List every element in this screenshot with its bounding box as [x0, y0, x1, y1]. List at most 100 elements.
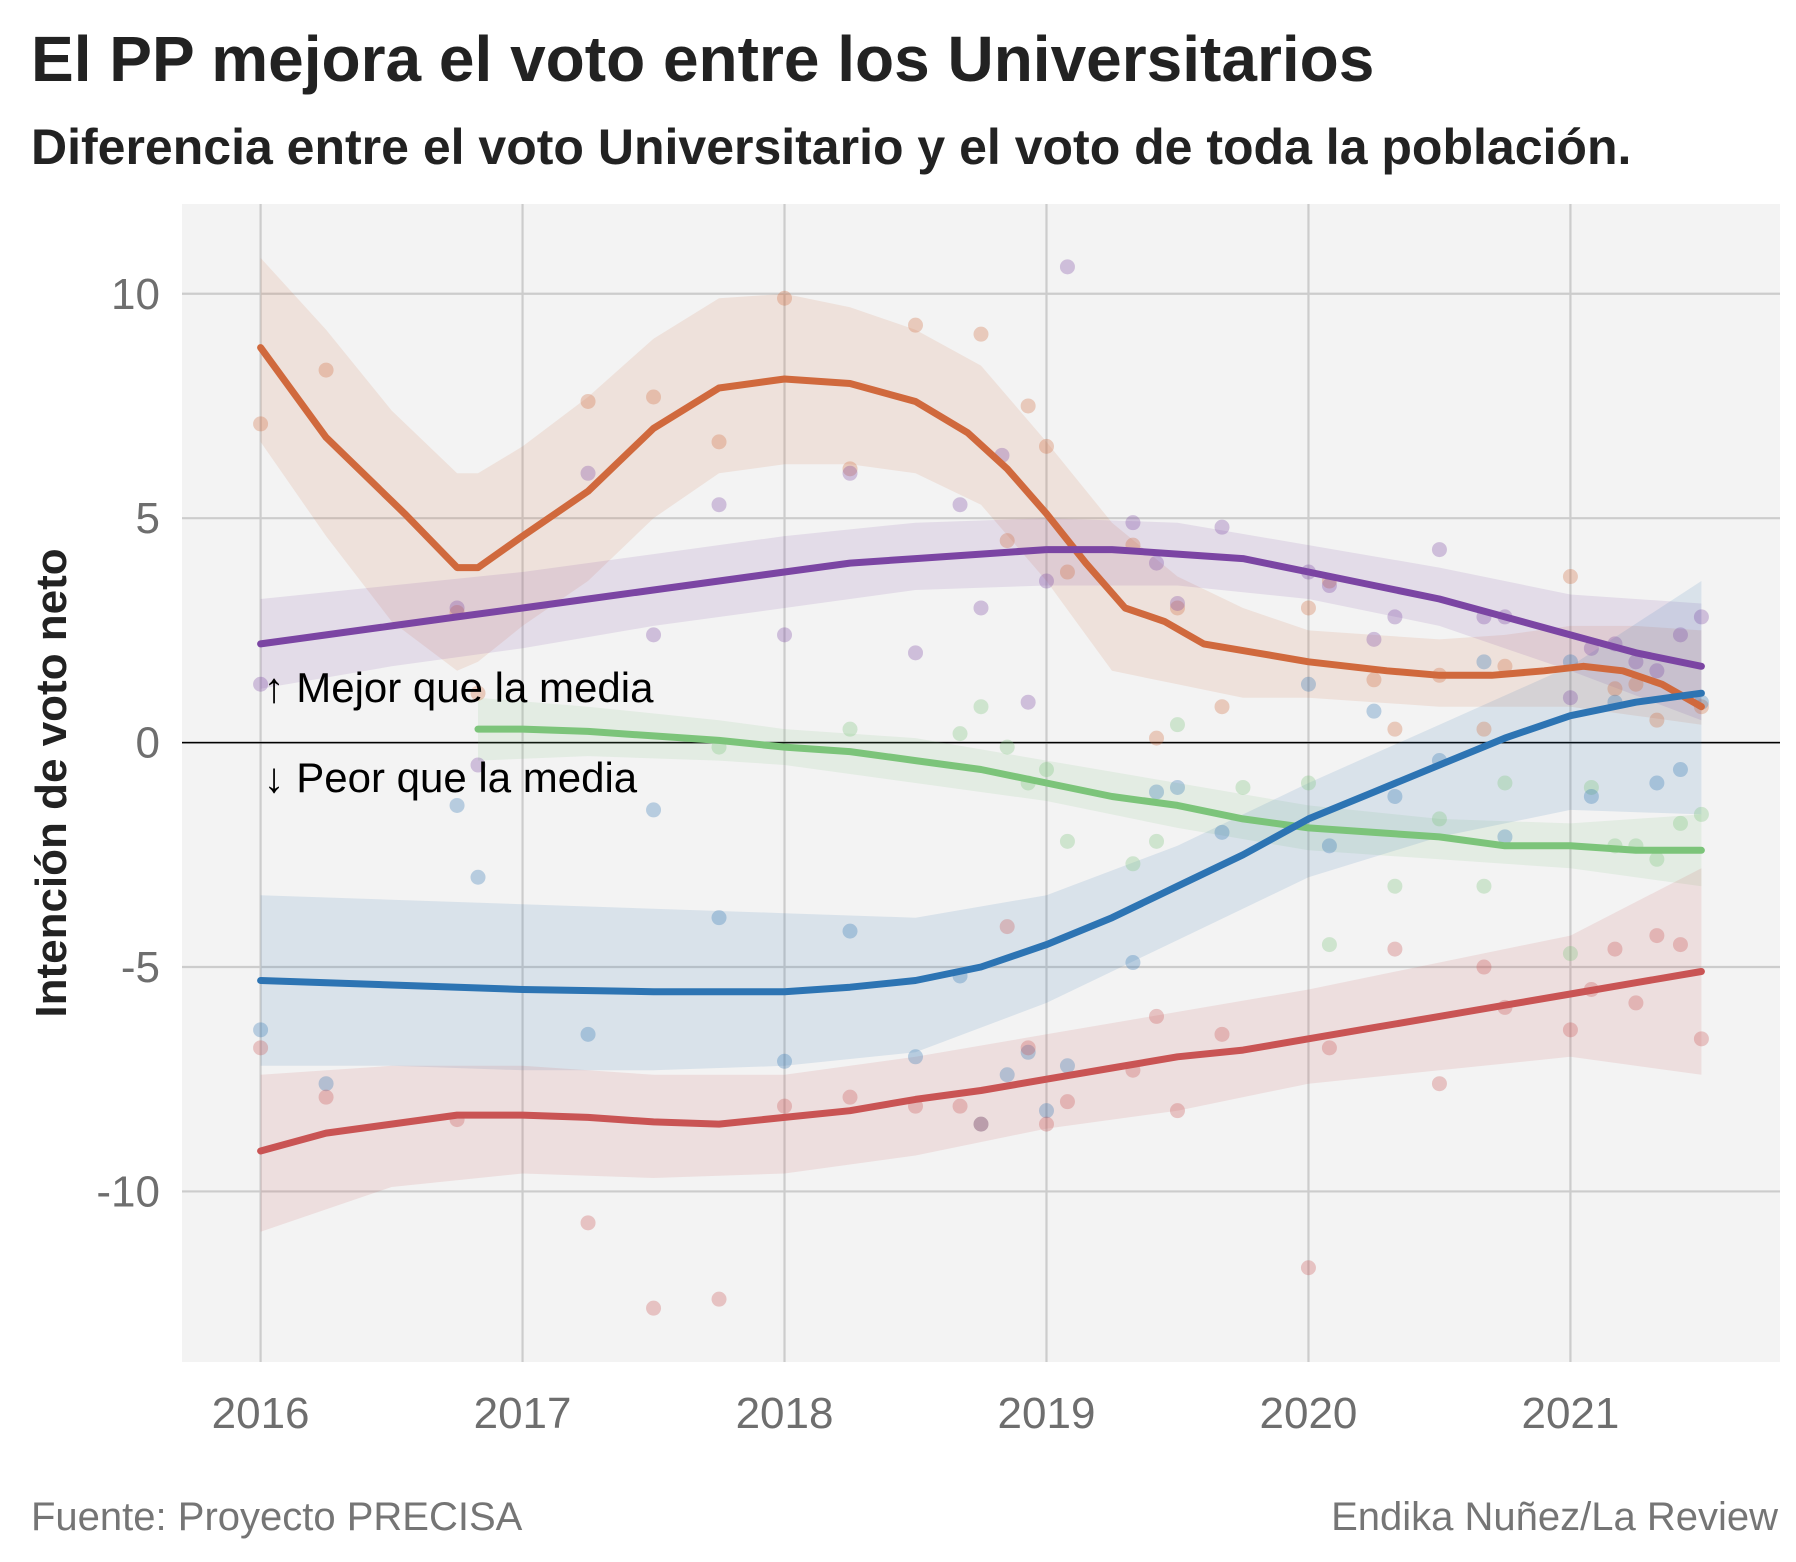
data-point-series-2 [1387, 609, 1403, 625]
data-point-series-2 [646, 627, 662, 643]
data-point-series-5 [1562, 1022, 1578, 1038]
data-point-series-3 [1693, 806, 1709, 822]
data-point-series-5 [1020, 1040, 1036, 1056]
data-point-series-1 [318, 362, 334, 378]
data-point-series-4 [1059, 1058, 1075, 1074]
data-point-series-3 [842, 721, 858, 737]
data-point-series-5 [1672, 937, 1688, 953]
data-point-series-4 [999, 1067, 1015, 1083]
smooth-line-series-2 [257, 546, 1705, 670]
data-point-series-1 [973, 326, 989, 342]
data-point-series-2 [580, 465, 596, 481]
confidence-band-series-2 [260, 518, 1702, 721]
data-point-series-2 [1693, 609, 1709, 625]
data-point-series-5 [1628, 995, 1644, 1011]
data-point-series-4 [1497, 829, 1513, 845]
data-point-series-4 [449, 797, 465, 813]
data-point-series-4 [470, 869, 486, 885]
data-point-series-1 [1020, 398, 1036, 414]
data-point-series-1 [1387, 721, 1403, 737]
annotation-worse: ↓ Peor que la media [264, 754, 638, 801]
x-tick-label: 2016 [212, 1389, 310, 1438]
data-point-series-5 [973, 1116, 989, 1132]
y-tick-label: 10 [111, 270, 160, 319]
data-point-series-5 [1431, 1076, 1447, 1092]
data-point-series-1 [1300, 600, 1316, 616]
x-tick-label: 2018 [736, 1389, 834, 1438]
data-point-series-5 [1321, 1040, 1337, 1056]
data-point-series-5 [952, 1098, 968, 1114]
data-point-series-1 [777, 290, 793, 306]
chart-plot: 10 5 0 -5 -10 2016 2017 2018 2019 2020 2021 ↑ Mejo… [27, 204, 1780, 1438]
annotations: ↑ Mejor que la media ↓ Peor que la media [264, 664, 654, 801]
data-point-series-4 [1476, 654, 1492, 670]
data-point-series-3 [1125, 856, 1141, 872]
data-point-series-1 [470, 685, 486, 701]
data-point-series-5 [1149, 1008, 1165, 1024]
plot-panel [182, 204, 1780, 1362]
data-point-series-1 [1038, 438, 1054, 454]
smooth-line-series-1 [257, 344, 1705, 711]
data-point-series-4 [1214, 824, 1230, 840]
data-point-series-4 [580, 1026, 596, 1042]
data-point-series-4 [253, 1022, 269, 1038]
y-tick-label: -10 [96, 1167, 160, 1216]
data-point-series-5 [1476, 959, 1492, 975]
confidence-band-series-4 [260, 581, 1702, 1071]
smooth-lines [257, 344, 1705, 1155]
data-point-series-5 [1607, 941, 1623, 957]
data-point-series-2 [777, 627, 793, 643]
data-point-series-3 [1672, 815, 1688, 831]
data-point-series-4 [1672, 762, 1688, 778]
data-point-series-5 [1059, 1094, 1075, 1110]
data-point-series-1 [1562, 569, 1578, 585]
data-point-series-2 [842, 465, 858, 481]
smooth-line-series-5 [257, 968, 1705, 1155]
data-point-series-2 [1366, 631, 1382, 647]
data-point-series-3 [1169, 717, 1185, 733]
data-point-series-4 [973, 1116, 989, 1132]
data-point-series-4 [1583, 788, 1599, 804]
data-point-series-2 [1431, 542, 1447, 558]
data-point-series-2 [253, 676, 269, 692]
data-point-series-5 [842, 1089, 858, 1105]
data-point-series-1 [1628, 676, 1644, 692]
data-point-series-1 [1366, 672, 1382, 688]
data-point-series-4 [842, 923, 858, 939]
data-point-series-2 [1020, 694, 1036, 710]
data-point-series-4 [646, 802, 662, 818]
data-point-series-2 [711, 497, 727, 513]
data-point-series-5 [1169, 1103, 1185, 1119]
data-point-series-3 [1038, 762, 1054, 778]
data-point-series-2 [973, 600, 989, 616]
data-point-series-5 [1693, 1031, 1709, 1047]
data-point-series-1 [711, 434, 727, 450]
data-point-series-5 [253, 1040, 269, 1056]
x-tick-label: 2021 [1521, 1389, 1619, 1438]
data-point-series-1 [908, 317, 924, 333]
author-caption: Endika Nuñez/La Review [1331, 1495, 1778, 1539]
data-point-series-3 [973, 699, 989, 715]
data-point-series-4 [908, 1049, 924, 1065]
data-point-series-4 [318, 1076, 334, 1092]
data-point-series-4 [777, 1053, 793, 1069]
data-point-series-5 [711, 1291, 727, 1307]
data-point-series-1 [1476, 721, 1492, 737]
data-point-series-5 [318, 1089, 334, 1105]
data-point-series-1 [1059, 564, 1075, 580]
data-point-series-3 [1649, 851, 1665, 867]
data-point-series-5 [999, 919, 1015, 935]
data-point-series-3 [952, 726, 968, 742]
data-point-series-2 [1059, 259, 1075, 275]
data-point-series-1 [1649, 712, 1665, 728]
data-point-series-4 [1387, 788, 1403, 804]
confidence-band-series-5 [260, 868, 1702, 1232]
data-point-series-2 [1125, 515, 1141, 531]
data-point-series-4 [1125, 955, 1141, 971]
data-point-series-2 [1321, 578, 1337, 594]
data-point-series-1 [580, 393, 596, 409]
data-point-series-2 [1628, 654, 1644, 670]
data-point-series-3 [1431, 811, 1447, 827]
data-point-series-5 [777, 1098, 793, 1114]
data-point-series-3 [999, 739, 1015, 755]
